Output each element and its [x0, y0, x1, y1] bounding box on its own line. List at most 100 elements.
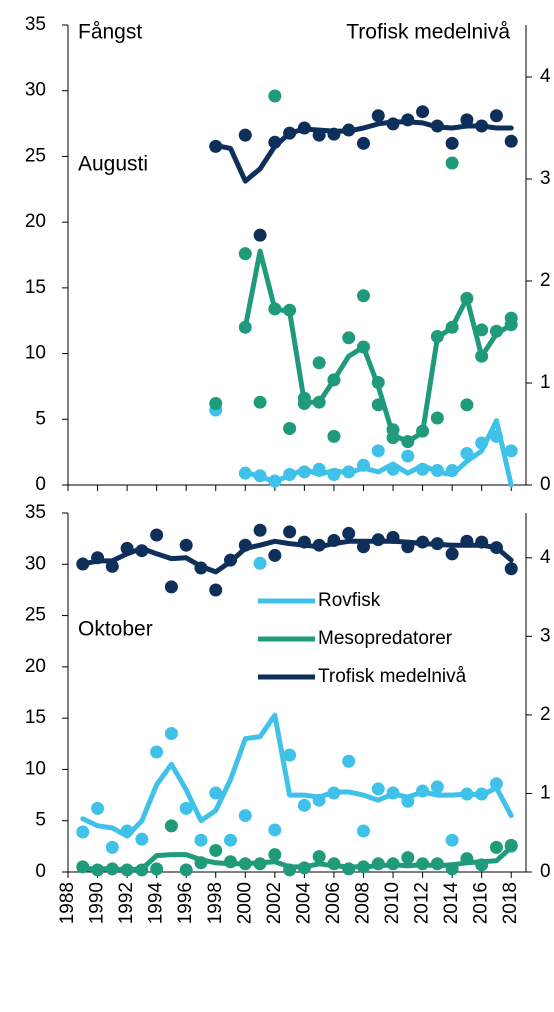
x-tick-label: 1996 — [175, 882, 196, 924]
data-point — [283, 525, 297, 539]
legend-label: Mesopredatorer — [318, 628, 453, 649]
y2-tick-label: 0 — [540, 474, 551, 495]
data-point — [150, 862, 164, 876]
x-tick-label: 1992 — [116, 882, 137, 924]
y-tick-label: 30 — [25, 80, 46, 101]
data-point — [268, 548, 282, 562]
data-point — [209, 786, 223, 800]
data-point — [268, 823, 282, 837]
series-line — [242, 248, 514, 445]
series-line — [80, 712, 514, 839]
x-tick-label: 2006 — [323, 882, 344, 924]
data-point — [135, 832, 149, 846]
x-tick-label: 2004 — [293, 882, 314, 925]
data-point — [150, 745, 164, 759]
data-point — [238, 809, 252, 823]
data-point — [356, 136, 370, 150]
data-point — [327, 429, 341, 443]
x-tick-label: 2012 — [412, 882, 433, 924]
annotation: Oktober — [78, 618, 153, 641]
x-tick-label: 2014 — [441, 882, 462, 925]
y-tick-label: 5 — [35, 408, 46, 429]
x-tick-label: 1988 — [57, 882, 78, 924]
data-point — [209, 397, 223, 411]
series-line — [80, 844, 514, 873]
x-tick-label: 1990 — [87, 882, 108, 924]
data-point — [504, 562, 518, 576]
y-tick-label: 15 — [25, 707, 46, 728]
data-point — [312, 356, 326, 370]
y-tick-label: 20 — [25, 211, 46, 232]
data-point — [91, 801, 105, 815]
data-point — [209, 843, 223, 857]
annotation: Trofisk medelnivå — [346, 21, 510, 44]
x-tick-label: 1998 — [205, 882, 226, 924]
data-point — [194, 833, 208, 847]
data-point — [164, 727, 178, 741]
y-tick-label: 20 — [25, 656, 46, 677]
y-tick-label: 30 — [25, 553, 46, 574]
data-point — [164, 819, 178, 833]
x-tick-label: 2018 — [500, 882, 521, 924]
data-point — [371, 444, 385, 458]
data-point — [416, 105, 430, 119]
data-point — [150, 528, 164, 542]
data-point — [401, 449, 415, 463]
y-tick-label: 15 — [25, 277, 46, 298]
data-point — [489, 109, 503, 123]
data-point — [445, 833, 459, 847]
data-point — [253, 556, 267, 570]
data-point — [430, 780, 444, 794]
y2-tick-label: 4 — [540, 547, 551, 568]
data-point — [164, 580, 178, 594]
data-point — [445, 156, 459, 170]
y2-tick-label: 0 — [540, 861, 551, 882]
data-point — [209, 583, 223, 597]
annotation: Augusti — [78, 153, 148, 176]
data-point — [253, 228, 267, 242]
data-point — [445, 547, 459, 561]
data-point — [179, 863, 193, 877]
data-point — [342, 754, 356, 768]
y2-tick-label: 4 — [540, 66, 551, 87]
y-tick-label: 10 — [25, 343, 46, 364]
data-point — [179, 801, 193, 815]
y-tick-label: 25 — [25, 145, 46, 166]
data-point — [297, 798, 311, 812]
data-point — [283, 748, 297, 762]
data-point — [179, 538, 193, 552]
annotation: Fångst — [78, 21, 142, 44]
data-point — [238, 247, 252, 261]
y-tick-label: 35 — [25, 14, 46, 35]
data-point — [76, 825, 90, 839]
legend-label: Trofisk medelnivå — [318, 666, 467, 687]
data-point — [105, 840, 119, 854]
series-line — [80, 538, 514, 575]
data-point — [401, 851, 415, 865]
y-tick-label: 0 — [35, 474, 46, 495]
x-tick-label: 2010 — [382, 882, 403, 924]
data-point — [283, 421, 297, 435]
legend-label: Rovfisk — [318, 590, 381, 611]
data-point — [475, 323, 489, 337]
data-point — [504, 134, 518, 148]
x-tick-label: 2008 — [352, 882, 373, 924]
y-tick-label: 0 — [35, 861, 46, 882]
y2-tick-label: 2 — [540, 270, 551, 291]
data-point — [312, 850, 326, 864]
y-tick-label: 10 — [25, 758, 46, 779]
data-point — [253, 395, 267, 409]
y2-tick-label: 2 — [540, 704, 551, 725]
x-tick-label: 2000 — [234, 882, 255, 924]
data-point — [489, 840, 503, 854]
data-point — [356, 289, 370, 303]
x-tick-label: 2002 — [264, 882, 285, 924]
data-point — [224, 833, 238, 847]
data-point — [342, 526, 356, 540]
y-tick-label: 35 — [25, 502, 46, 523]
data-point — [371, 109, 385, 123]
data-point — [430, 411, 444, 425]
y2-tick-label: 3 — [540, 168, 551, 189]
data-point — [238, 128, 252, 142]
